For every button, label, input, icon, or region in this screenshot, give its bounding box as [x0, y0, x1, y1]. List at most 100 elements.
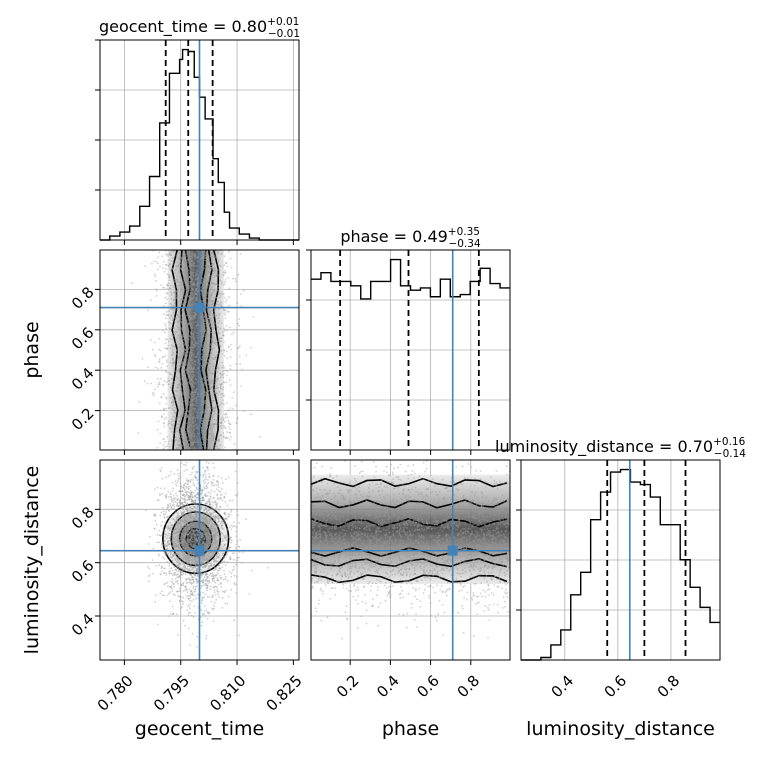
sample-point	[216, 437, 219, 440]
sample-point	[190, 385, 193, 388]
sample-point	[183, 255, 185, 258]
sample-point	[191, 421, 194, 424]
sample-point	[162, 556, 165, 559]
sample-point	[189, 354, 192, 357]
sample-point	[207, 418, 210, 421]
sample-point	[189, 275, 192, 278]
sample-point	[182, 303, 185, 306]
sample-point	[189, 410, 192, 413]
sample-point	[215, 356, 218, 359]
sample-point	[173, 497, 175, 500]
sample-point	[184, 368, 187, 370]
sample-point	[177, 386, 180, 388]
sample-point	[226, 310, 229, 313]
sample-point	[206, 390, 209, 393]
sample-point	[201, 419, 204, 422]
sample-point	[175, 447, 178, 449]
sample-point	[178, 499, 181, 502]
sample-point	[223, 366, 226, 369]
sample-point	[222, 419, 225, 422]
sample-point	[165, 381, 168, 384]
sample-point	[171, 407, 174, 410]
sample-point	[183, 386, 186, 389]
sample-point	[184, 527, 187, 529]
sample-point	[153, 273, 156, 276]
sample-point	[167, 377, 169, 379]
sample-point	[223, 552, 226, 554]
sample-point	[207, 444, 209, 446]
sample-point	[202, 284, 205, 286]
sample-point	[212, 336, 215, 339]
sample-point	[214, 283, 217, 286]
sample-point	[238, 318, 241, 320]
sample-point	[194, 437, 197, 440]
sample-point	[190, 359, 193, 362]
sample-point	[250, 413, 253, 416]
sample-point	[232, 565, 235, 568]
sample-point	[169, 317, 171, 320]
sample-point	[174, 497, 177, 500]
sample-point	[171, 353, 174, 356]
sample-point	[193, 283, 196, 285]
sample-point	[165, 298, 168, 301]
sample-point	[171, 396, 174, 399]
sample-point	[190, 317, 193, 320]
sample-point	[239, 345, 241, 347]
sample-point	[206, 369, 209, 372]
sample-point	[209, 495, 212, 498]
sample-point	[156, 367, 159, 370]
sample-point	[191, 435, 194, 438]
sample-point	[206, 303, 209, 305]
sample-point	[181, 436, 184, 439]
sample-point	[186, 427, 189, 430]
sample-point	[206, 525, 209, 528]
sample-point	[230, 575, 233, 578]
sample-point	[195, 388, 198, 391]
sample-point	[190, 343, 193, 345]
sample-point	[180, 257, 183, 260]
sample-point	[164, 342, 167, 345]
sample-point	[213, 266, 216, 269]
sample-point	[206, 394, 209, 397]
sample-point	[187, 414, 189, 416]
sample-point	[192, 275, 195, 277]
sample-point	[203, 280, 206, 283]
sample-point	[221, 301, 223, 304]
sample-point	[172, 400, 175, 402]
sample-point	[224, 317, 227, 320]
sample-point	[214, 568, 216, 570]
sample-point	[181, 428, 184, 431]
sample-point	[191, 388, 194, 390]
title-text: luminosity_distance = 0.70	[495, 437, 713, 457]
sample-point	[172, 401, 175, 404]
sample-point	[189, 374, 192, 377]
sample-point	[203, 433, 205, 436]
sample-point	[184, 356, 187, 358]
sample-point	[158, 402, 161, 405]
sample-point	[212, 381, 215, 383]
sample-point	[184, 369, 187, 372]
sample-point	[194, 321, 197, 323]
sample-point	[181, 281, 184, 284]
sample-point	[179, 520, 182, 523]
sample-point	[180, 331, 182, 333]
sample-point	[180, 371, 183, 374]
sample-point	[232, 558, 235, 561]
sample-point	[207, 552, 210, 555]
sample-point	[212, 270, 215, 272]
sample-point	[171, 364, 174, 367]
sample-point	[183, 295, 186, 297]
sample-point	[193, 516, 196, 519]
sample-point	[189, 379, 192, 382]
sample-point	[224, 309, 227, 312]
sample-point	[221, 353, 224, 355]
sample-point	[213, 534, 216, 536]
sample-point	[192, 391, 194, 394]
sample-point	[193, 344, 195, 346]
sample-point	[204, 285, 207, 288]
sample-point	[170, 260, 173, 262]
sample-point	[164, 347, 167, 349]
sample-point	[210, 303, 213, 306]
sample-point	[171, 605, 174, 608]
sample-point	[202, 410, 205, 413]
